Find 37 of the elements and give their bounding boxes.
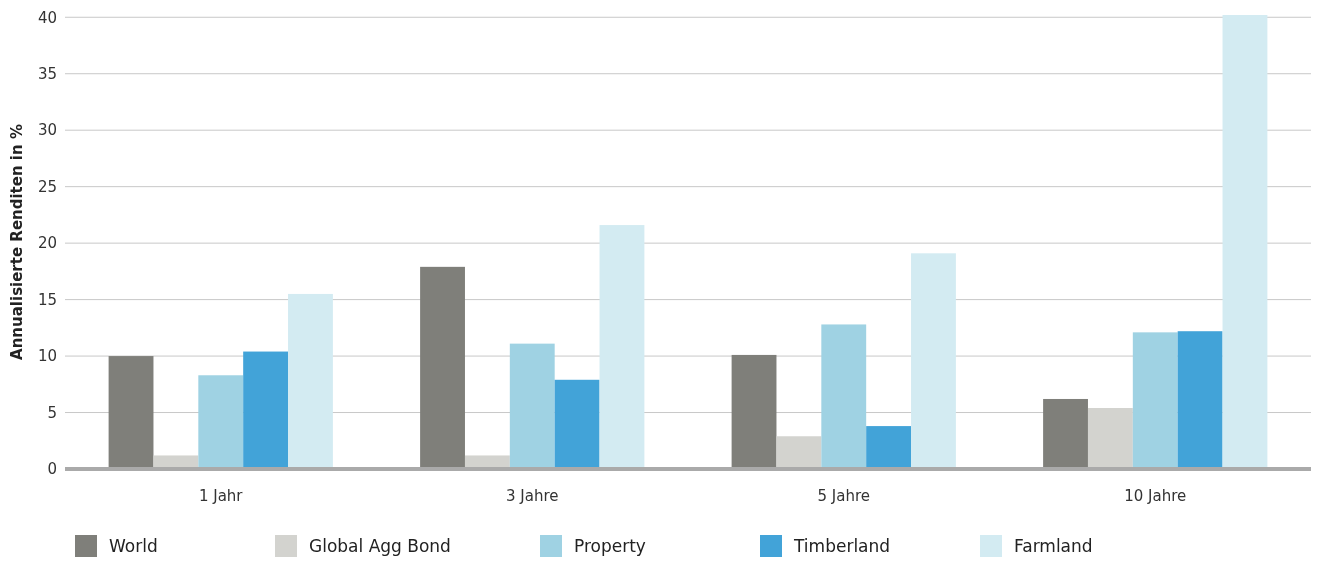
bar (288, 293, 333, 469)
bar (1132, 332, 1178, 469)
y-tick-label: 30 (37, 121, 57, 140)
bar (731, 354, 777, 469)
bar (599, 225, 645, 469)
bar (911, 253, 956, 469)
bar (420, 266, 465, 469)
bar (776, 436, 822, 469)
legend-label: Farmland (1014, 535, 1093, 556)
bar (243, 351, 289, 469)
legend-label: World (109, 535, 158, 556)
x-tick-label: 5 Jahre (817, 487, 870, 505)
y-tick-label: 15 (37, 290, 57, 309)
bar (108, 356, 154, 469)
legend-label: Global Agg Bond (309, 535, 451, 556)
y-axis-title: Annualisierte Renditen in % (8, 124, 26, 360)
y-tick-label: 25 (37, 177, 57, 196)
bar (509, 343, 555, 469)
legend-label: Timberland (793, 535, 891, 556)
bar (554, 379, 600, 469)
bar (1177, 331, 1223, 469)
legend-label: Property (574, 535, 646, 556)
bar (198, 375, 244, 469)
y-tick-label: 40 (37, 8, 57, 27)
bar (1222, 15, 1268, 469)
bar (866, 426, 912, 469)
bar (821, 324, 867, 469)
y-tick-label: 5 (47, 403, 57, 422)
x-tick-label: 10 Jahre (1124, 487, 1187, 505)
bar (1087, 408, 1133, 469)
y-tick-label: 10 (37, 347, 57, 366)
y-tick-label: 0 (47, 460, 57, 479)
bar (1043, 398, 1088, 469)
x-tick-label: 1 Jahr (198, 487, 244, 505)
y-tick-label: 35 (37, 64, 57, 83)
y-tick-label: 20 (37, 234, 57, 253)
x-tick-label: 3 Jahre (506, 487, 559, 505)
